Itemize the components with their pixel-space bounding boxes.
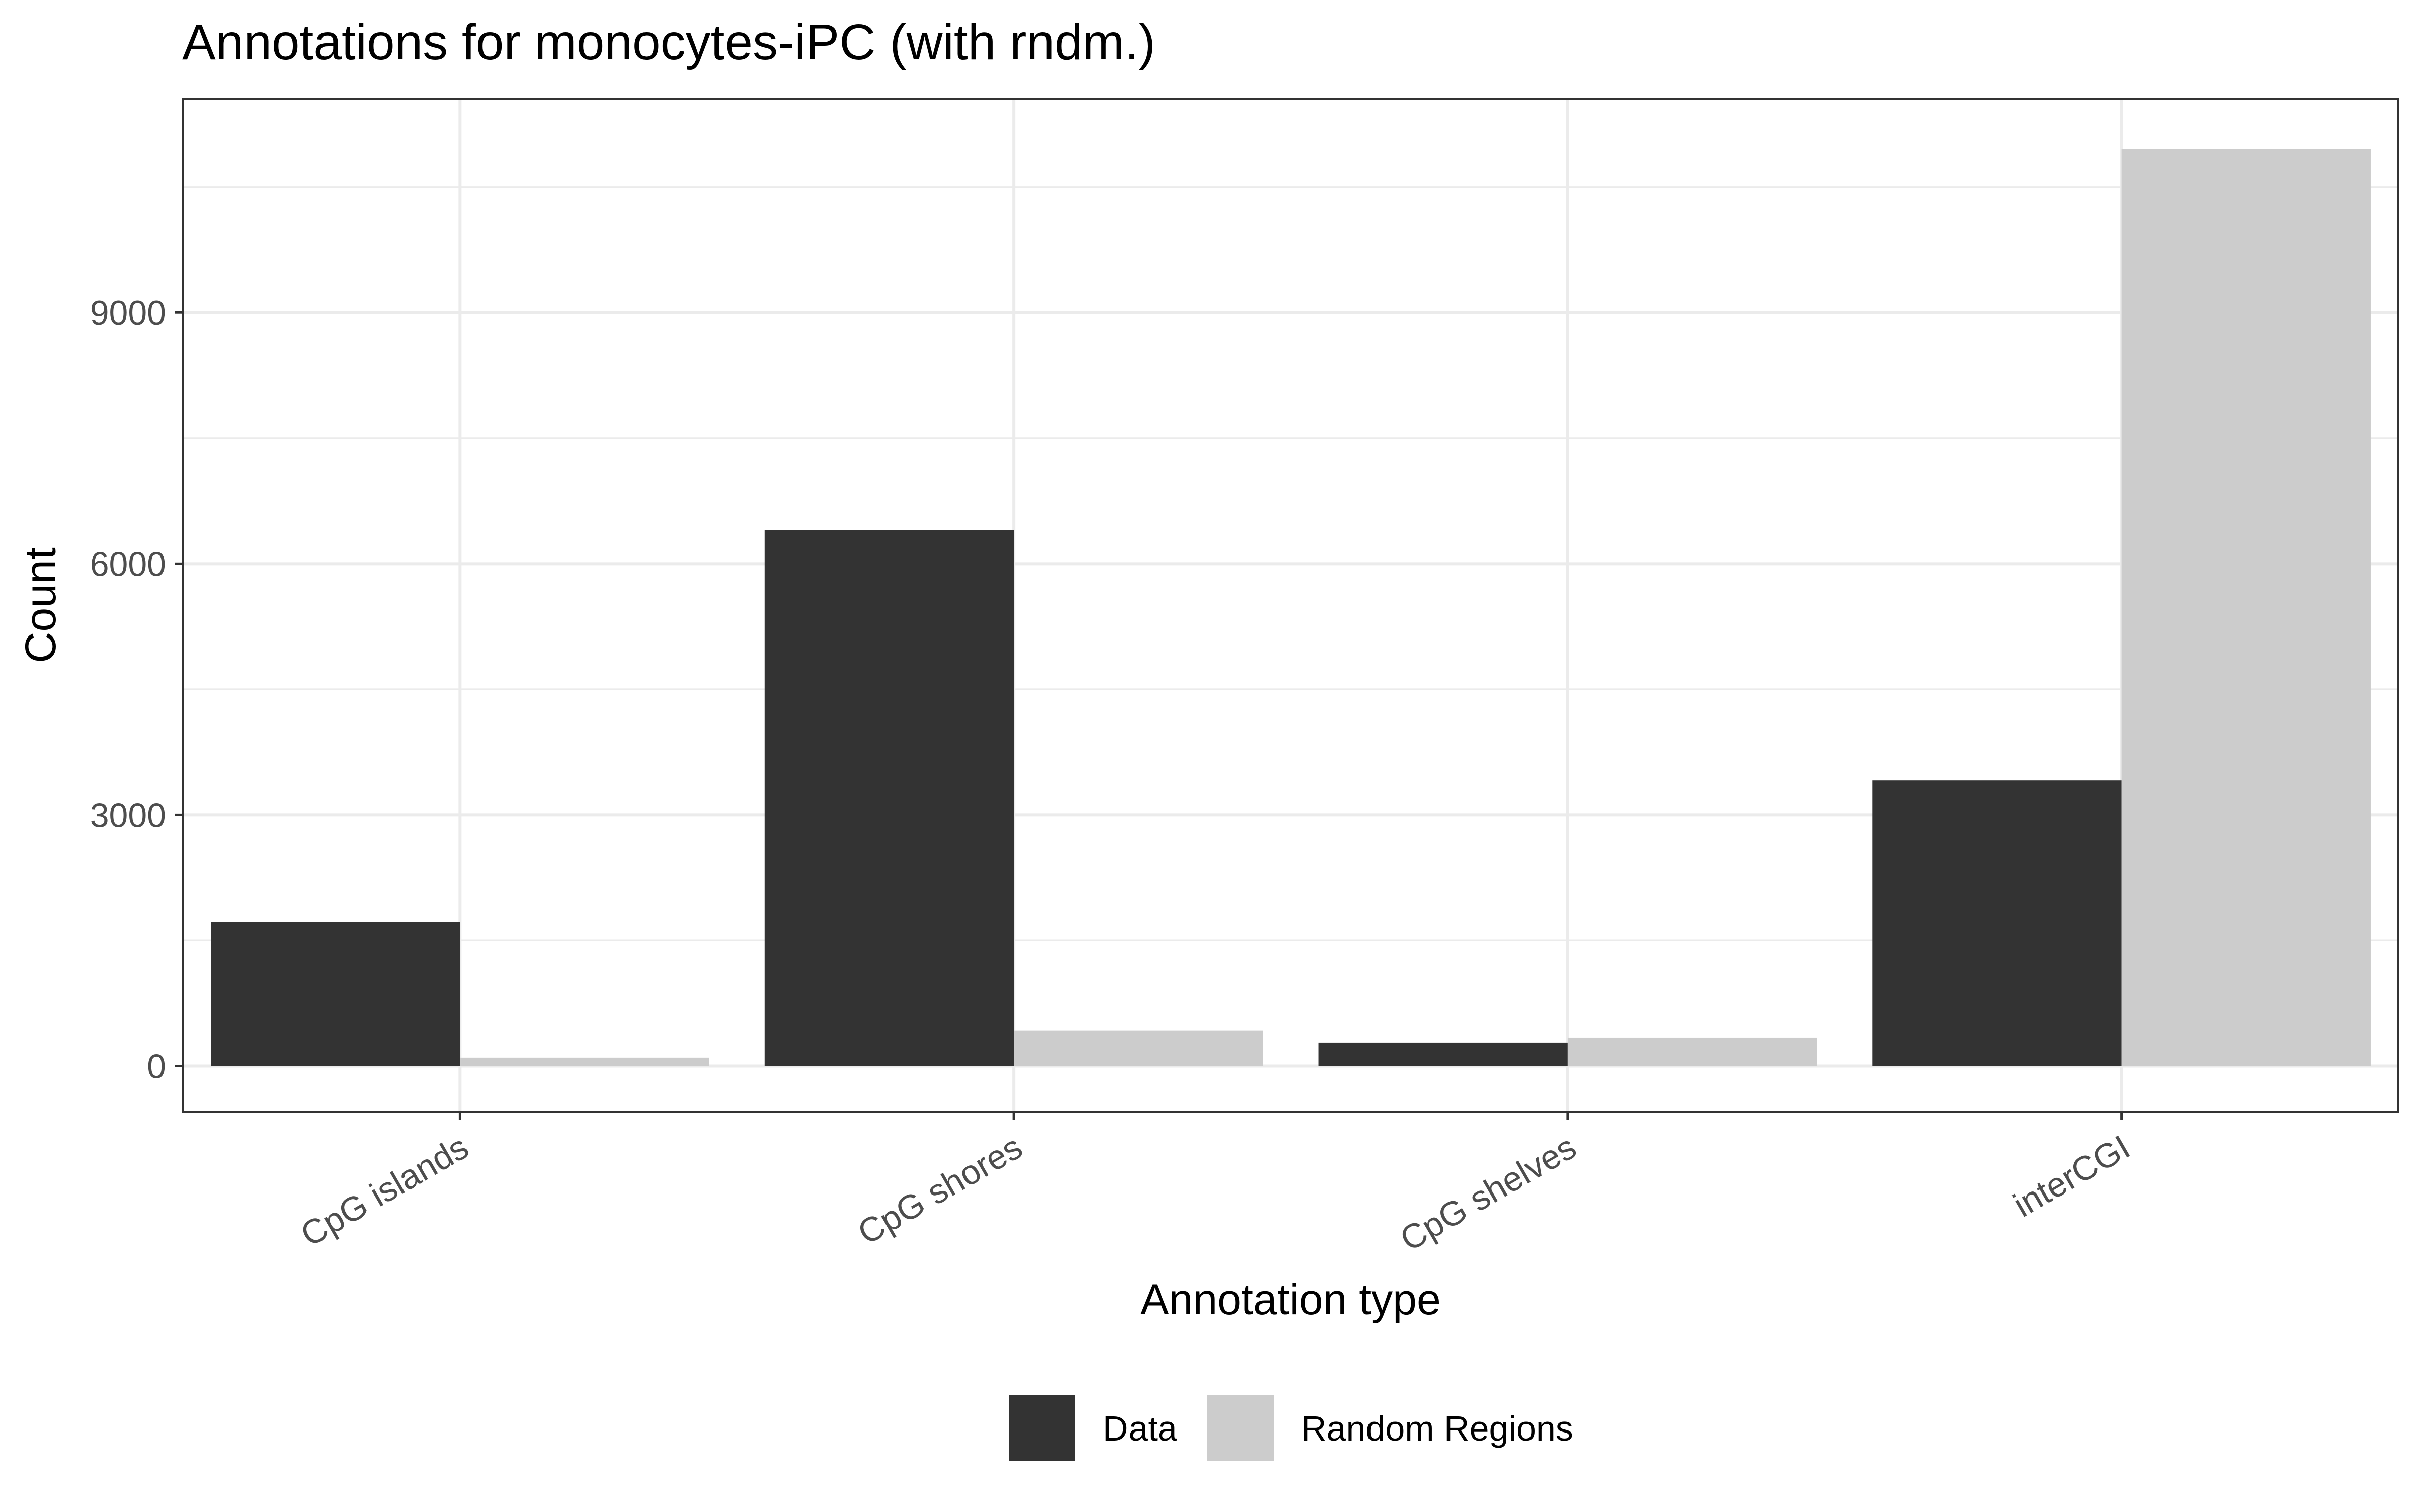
legend-key-data	[1009, 1395, 1075, 1461]
y-tick-label: 0	[147, 1048, 166, 1086]
legend-key-random-regions	[1208, 1395, 1274, 1461]
bar-random-regions-0	[460, 1057, 709, 1066]
bars	[211, 149, 2371, 1066]
legend: Data Random Regions	[1009, 1395, 1573, 1461]
legend-label: Random Regions	[1301, 1409, 1573, 1448]
y-tick-label: 9000	[90, 294, 166, 332]
panel-border	[182, 98, 2399, 1113]
bar-random-regions-2	[1567, 1037, 1817, 1066]
x-tick-label: CpG islands	[294, 1128, 475, 1254]
bar-data-0	[211, 922, 460, 1066]
x-tick-label: CpG shores	[851, 1128, 1028, 1252]
bar-data-3	[1872, 780, 2122, 1066]
chart-title: Annotations for monocytes-iPC (with rndm…	[182, 14, 1155, 70]
bar-data-1	[764, 530, 1014, 1066]
bar-random-regions-3	[2121, 149, 2371, 1066]
y-tick-label: 3000	[90, 796, 166, 834]
x-tick-label: CpG shelves	[1394, 1128, 1582, 1258]
bar-random-regions-1	[1014, 1030, 1263, 1066]
bar-data-2	[1318, 1042, 1568, 1066]
y-axis-title: Count	[17, 547, 65, 663]
x-axis: CpG islands CpG shores CpG shelves interCGI	[294, 1112, 2136, 1259]
legend-label: Data	[1103, 1409, 1177, 1448]
y-tick-label: 6000	[90, 545, 166, 583]
x-axis-title: Annotation type	[1140, 1276, 1441, 1324]
y-axis: 0 3000 6000 9000	[90, 294, 183, 1086]
x-tick-label: interCGI	[2007, 1128, 2136, 1224]
